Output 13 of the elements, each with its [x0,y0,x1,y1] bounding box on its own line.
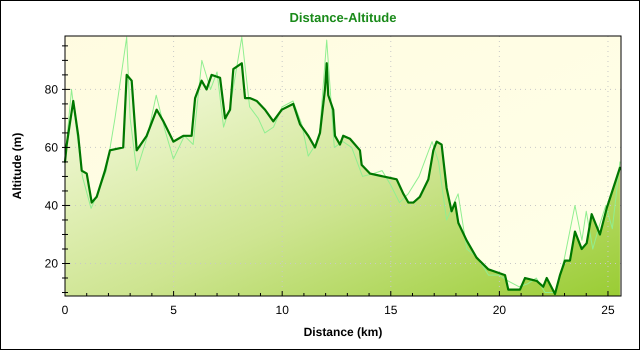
x-tick-label: 20 [492,303,506,317]
x-tick-label: 25 [601,303,615,317]
x-tick-label: 5 [170,303,178,317]
y-tick-label: 80 [44,82,58,97]
x-tick-label: 15 [384,303,398,317]
x-axis-title: Distance (km) [304,325,382,339]
y-tick-label: 40 [44,198,58,213]
x-tick-label: 0 [62,303,69,317]
y-axis-title: Altitude (m) [10,132,24,200]
y-tick-label: 20 [44,256,58,271]
x-tick-label: 10 [276,303,290,317]
y-tick-label: 60 [44,140,58,155]
chart-title: Distance-Altitude [290,10,396,25]
